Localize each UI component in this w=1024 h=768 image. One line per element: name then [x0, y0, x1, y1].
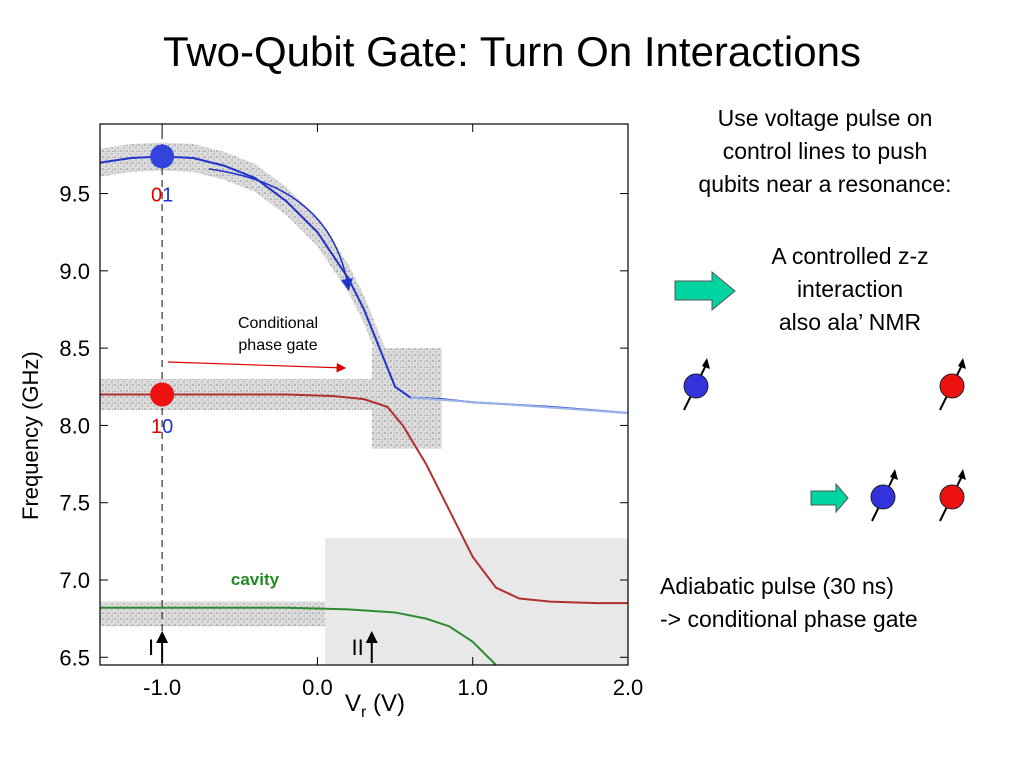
series-line-cavity: [100, 606, 497, 666]
state-label: 10: [151, 416, 173, 438]
spectroscopy-band-01: [100, 142, 396, 401]
text-adiabatic-pulse: Adiabatic pulse (30 ns) -> conditional p…: [660, 573, 918, 632]
plot-frame: [99, 123, 629, 666]
x-tick-label: -1.0: [143, 675, 181, 700]
y-tick-label: 7.5: [59, 491, 90, 516]
series-01-continuation: [410, 396, 629, 415]
annotation-line: phase gate: [238, 337, 317, 354]
series-line-10: [100, 393, 628, 605]
slide-title: Two-Qubit Gate: Turn On Interactions: [163, 28, 861, 75]
state-label: 01: [151, 184, 173, 206]
y-tick-label: 8.5: [59, 336, 90, 361]
y-axis-label: Frequency (GHz): [18, 351, 43, 520]
bias-marker-arrowhead: [365, 631, 378, 643]
cavity-label: cavity: [231, 570, 280, 589]
x-tick-label: 1.0: [457, 675, 488, 700]
qubit-state-point-1: [150, 382, 175, 407]
x-tick-label: 0.0: [302, 675, 333, 700]
annotation-red-arrow: [167, 361, 347, 373]
annotation-line: Conditional: [238, 315, 318, 332]
qubit-state-point-0: [150, 144, 175, 169]
series-line-01: [99, 155, 629, 415]
annotation-blue-arrow: [208, 168, 353, 291]
x-tick-label: 2.0: [613, 675, 644, 700]
spectroscopy-band-cavity: [100, 601, 326, 627]
text-voltage-pulse: Use voltage pulse on control lines to pu…: [698, 105, 952, 197]
x-axis-label: Vr (V): [345, 690, 406, 721]
bias-marker-label: I: [148, 635, 154, 660]
y-tick-label: 9.5: [59, 182, 90, 207]
text-zz-interaction: A controlled z-z interaction also ala’ N…: [771, 243, 929, 335]
y-tick-label: 6.5: [59, 645, 90, 670]
bias-marker-label: II: [352, 635, 364, 660]
y-tick-label: 7.0: [59, 568, 90, 593]
y-tick-label: 9.0: [59, 259, 90, 284]
bias-marker-arrowhead: [156, 631, 169, 643]
y-tick-label: 8.0: [59, 413, 90, 438]
